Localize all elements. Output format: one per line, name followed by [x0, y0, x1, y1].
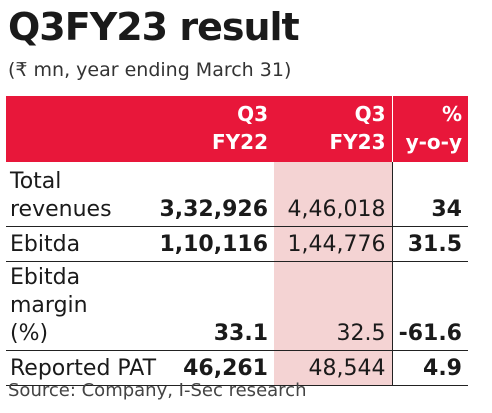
header-yoy: % y-o-y: [392, 96, 468, 162]
table-header-row: Q3 FY22 Q3 FY23 % y-o-y: [6, 96, 468, 162]
cell-q3fy22: 1,10,116: [130, 226, 274, 262]
header-q3fy22-line1: Q3: [237, 102, 268, 126]
cell-yoy: -61.6: [392, 261, 468, 351]
cell-yoy: 31.5: [392, 226, 468, 262]
cell-q3fy23: 48,544: [274, 350, 393, 386]
cell-q3fy22: 46,261: [130, 350, 274, 386]
header-q3fy23-line2: FY23: [329, 130, 386, 154]
cell-q3fy23: 1,44,776: [274, 226, 393, 262]
source-note: Source: Company, I-Sec research: [8, 380, 307, 401]
header-q3fy22-line2: FY22: [212, 130, 268, 154]
chart-title: Q3FY23 result: [8, 5, 300, 49]
table-row: Ebitda 1,10,116 1,44,776 31.5: [6, 226, 468, 262]
table-row: Ebitda margin (%) 33.1 32.5 -61.6: [6, 261, 468, 351]
row-label: Total revenues: [6, 162, 130, 227]
header-yoy-line1: %: [441, 102, 462, 126]
header-q3fy22: Q3 FY22: [130, 96, 274, 162]
cell-yoy: 4.9: [392, 350, 468, 386]
cell-yoy: 34: [392, 162, 468, 227]
row-label: Reported PAT: [6, 350, 156, 386]
header-empty-cell: [6, 96, 130, 162]
table-row: Reported PAT 46,261 48,544 4.9: [6, 350, 468, 386]
header-q3fy23: Q3 FY23: [274, 96, 393, 162]
cell-q3fy22: 3,32,926: [130, 162, 274, 227]
cell-q3fy23: 4,46,018: [274, 162, 393, 227]
header-yoy-line2: y-o-y: [405, 130, 462, 154]
cell-q3fy22: 33.1: [130, 261, 274, 351]
results-table: Q3 FY22 Q3 FY23 % y-o-y Total revenues 3…: [6, 96, 468, 386]
row-label: Ebitda: [6, 226, 130, 262]
header-q3fy23-line1: Q3: [354, 102, 386, 126]
table-row: Total revenues 3,32,926 4,46,018 34: [6, 162, 468, 227]
row-label: Ebitda margin (%): [6, 261, 130, 351]
cell-q3fy23: 32.5: [274, 261, 393, 351]
chart-subtitle: (₹ mn, year ending March 31): [8, 59, 292, 81]
